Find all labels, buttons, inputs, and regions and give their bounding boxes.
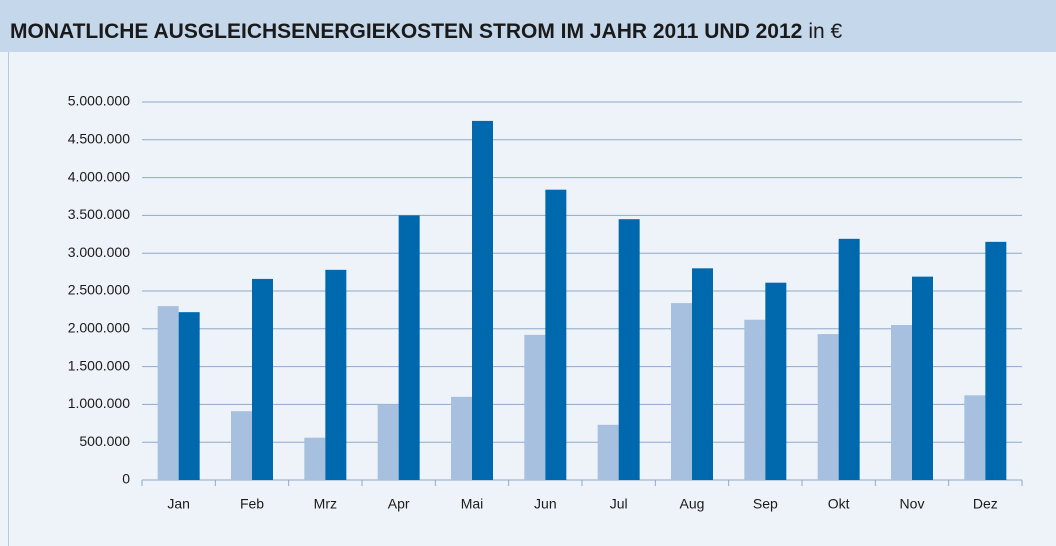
- x-tick-label: Jul: [610, 496, 628, 512]
- header: [0, 0, 1056, 52]
- chart-title: MONATLICHE AUSGLEICHSENERGIEKOSTEN STROM…: [10, 20, 802, 43]
- y-tick-label: 1.500.000: [68, 357, 130, 373]
- y-tick-label: 2.500.000: [68, 282, 130, 298]
- bar: [451, 396, 472, 480]
- x-tick-label: Dez: [973, 496, 998, 512]
- chart-subtitle: in €: [808, 20, 842, 43]
- x-tick-label: Okt: [828, 496, 850, 512]
- x-tick-label: Mrz: [314, 496, 337, 512]
- x-tick-label: Aug: [680, 496, 705, 512]
- bar: [545, 189, 567, 481]
- y-tick-label: 0: [122, 471, 130, 487]
- bar: [524, 334, 546, 480]
- x-tick-label: Sep: [753, 496, 778, 512]
- y-tick-label: 4.500.000: [68, 131, 130, 147]
- bar: [157, 306, 179, 480]
- bar: [325, 269, 347, 480]
- x-tick-label: Jan: [167, 496, 190, 512]
- bar: [985, 241, 1007, 480]
- bar: [398, 215, 420, 480]
- bar: [252, 278, 273, 480]
- bar: [838, 238, 860, 480]
- bar: [618, 219, 640, 480]
- x-tick-label: Apr: [388, 496, 410, 512]
- bar: [231, 411, 252, 480]
- x-tick-label: Jun: [534, 496, 557, 512]
- x-tick-label: Feb: [240, 496, 264, 512]
- bar: [891, 325, 912, 480]
- bar: [964, 395, 986, 480]
- y-tick-label: 1.000.000: [68, 395, 130, 411]
- y-tick-label: 5.000.000: [68, 93, 130, 109]
- bar: [817, 334, 839, 480]
- y-tick-label: 3.000.000: [68, 244, 130, 260]
- bar: [744, 319, 766, 480]
- bar: [692, 268, 713, 480]
- y-tick-label: 2.000.000: [68, 320, 130, 336]
- y-tick-label: 3.500.000: [68, 206, 130, 222]
- bar: [472, 120, 493, 481]
- bar: [304, 437, 326, 480]
- bar: [765, 282, 787, 480]
- header-text: MONATLICHE AUSGLEICHSENERGIEKOSTEN STROM…: [10, 20, 842, 43]
- x-tick-label: Nov: [900, 496, 925, 512]
- y-tick-label: 4.000.000: [68, 168, 130, 184]
- x-tick-label: Mai: [461, 496, 484, 512]
- bar: [377, 404, 399, 480]
- bar: [912, 276, 933, 480]
- y-tick-label: 500.000: [79, 433, 130, 449]
- bar: [178, 312, 200, 480]
- bar: [597, 424, 619, 480]
- bar: [671, 303, 692, 480]
